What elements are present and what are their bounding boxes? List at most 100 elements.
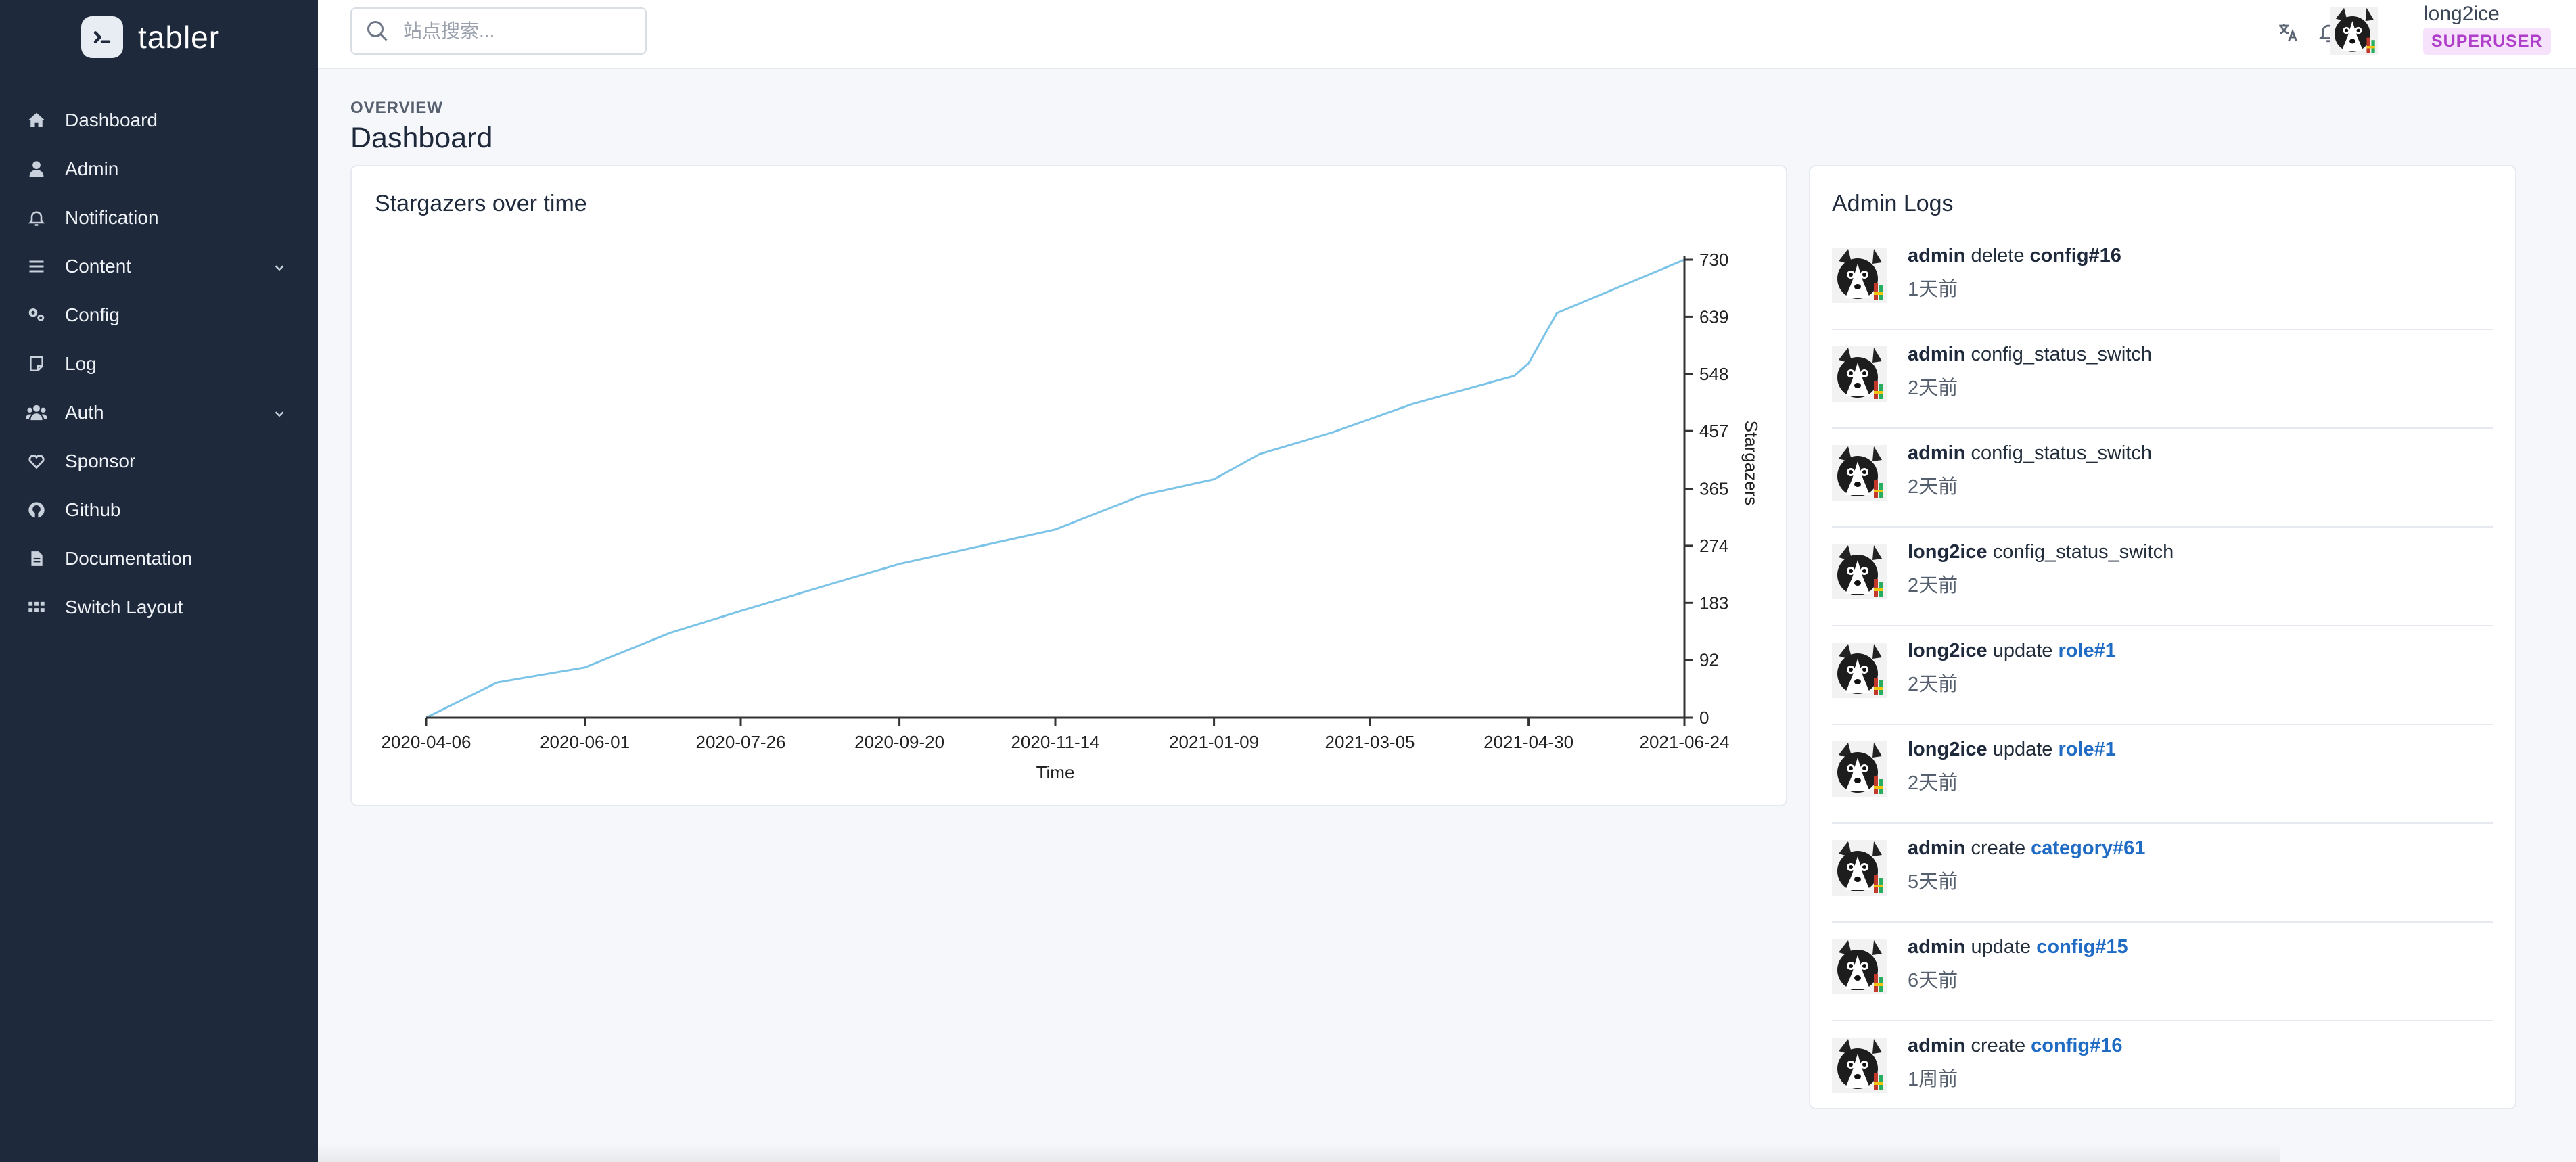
sidebar-item-auth[interactable]: Auth [0,388,318,437]
search-icon [365,19,390,43]
log-actor: long2ice [1908,541,1987,563]
avatar [1832,544,1887,599]
x-tick-label: 2021-01-09 [1169,732,1259,752]
y-tick-label: 92 [1699,650,1719,670]
log-item: admin update config#15 6天前 [1832,923,2493,1021]
log-action: update [1971,936,2031,958]
log-target-link[interactable]: category#61 [2031,837,2146,859]
x-tick-label: 2021-06-24 [1640,732,1730,752]
home-icon [26,110,47,131]
log-target-link[interactable]: role#1 [2058,739,2116,760]
log-actor: admin [1908,442,1966,464]
x-axis-label: Time [1036,762,1075,783]
settings-icon [26,304,47,326]
avatar [1832,741,1887,797]
log-target-link[interactable]: config#16 [2031,1035,2123,1056]
log-time: 2天前 [1908,674,1958,695]
log-time: 6天前 [1908,970,1958,992]
log-actor: admin [1908,245,1966,266]
sidebar-item-sponsor[interactable]: Sponsor [0,437,318,486]
y-tick-label: 365 [1699,479,1728,499]
log-item: admin config_status_switch 2天前 [1832,330,2493,429]
log-message: admin create category#61 [1908,837,2145,860]
file-icon [26,548,47,570]
x-tick-label: 2020-09-20 [854,732,944,752]
log-action: create [1971,1035,2026,1056]
footer-shadow [318,1143,2280,1162]
log-message: admin config_status_switch [1908,442,2152,465]
x-tick-label: 2021-04-30 [1484,732,1573,752]
avatar [1832,346,1887,402]
log-item: admin create config#16 1周前 [1832,1021,2493,1120]
log-action: create [1971,837,2026,859]
avatar [1832,248,1887,303]
sidebar-item-label: Documentation [65,548,193,569]
sidebar-item-label: Notification [65,207,159,228]
sidebar-item-dashboard[interactable]: Dashboard [0,96,318,145]
sidebar-item-label: Content [65,256,132,277]
y-tick-label: 457 [1699,421,1728,441]
y-tick-label: 274 [1699,536,1728,556]
log-action: delete [1971,245,2025,266]
sidebar-item-label: Github [65,499,121,520]
search-input[interactable] [402,20,635,43]
search-box[interactable] [350,7,647,55]
log-item: long2ice update role#1 2天前 [1832,626,2493,725]
page-title: Dashboard [350,122,493,154]
sidebar-item-notification[interactable]: Notification [0,193,318,242]
log-action: config_status_switch [1971,442,2153,464]
sidebar-item-config[interactable]: Config [0,291,318,340]
sidebar-item-log[interactable]: Log [0,340,318,388]
sidebar-item-label: Config [65,304,120,325]
language-icon[interactable] [2274,19,2301,46]
sidebar-item-label: Log [65,353,97,374]
sidebar-item-switch-layout[interactable]: Switch Layout [0,583,318,632]
avatar [1832,643,1887,698]
sidebar: tabler Dashboard Admin Notification Cont… [0,0,318,1162]
avatar[interactable] [2330,7,2378,55]
log-time: 2天前 [1908,377,1958,399]
note-icon [26,353,47,375]
log-time: 2天前 [1908,575,1958,597]
terminal-icon [81,16,123,58]
log-time: 1天前 [1908,279,1958,300]
bell-icon [26,207,47,229]
sidebar-item-admin[interactable]: Admin [0,145,318,193]
y-tick-label: 183 [1699,592,1728,613]
log-target-link[interactable]: role#1 [2058,640,2116,661]
y-tick-label: 639 [1699,306,1728,327]
user-name[interactable]: long2ice [2424,3,2500,25]
log-time: 2天前 [1908,476,1958,498]
log-time: 1周前 [1908,1069,1958,1090]
grid-icon [26,597,47,618]
sidebar-item-documentation[interactable]: Documentation [0,534,318,583]
stargazers-line [426,258,1685,719]
user-icon [26,158,47,180]
sidebar-item-label: Auth [65,402,104,423]
x-tick-label: 2020-04-06 [382,732,472,752]
users-icon [26,402,47,423]
sidebar-item-content[interactable]: Content [0,242,318,291]
avatar [1832,939,1887,994]
log-target: config#16 [2029,245,2121,266]
log-item: admin delete config#16 1天前 [1832,231,2493,330]
log-actor: admin [1908,936,1966,958]
menu-icon [26,256,47,277]
log-target-link[interactable]: config#15 [2036,936,2128,958]
sidebar-item-label: Switch Layout [65,597,183,618]
log-message: admin update config#15 [1908,936,2128,958]
brand-logo[interactable]: tabler [81,14,220,61]
sidebar-item-github[interactable]: Github [0,486,318,534]
y-tick-label: 0 [1699,707,1709,728]
log-time: 2天前 [1908,772,1958,794]
log-message: admin create config#16 [1908,1035,2123,1057]
log-item: admin create category#61 5天前 [1832,824,2493,923]
log-message: long2ice config_status_switch [1908,541,2174,563]
avatar [1832,840,1887,896]
admin-logs-card: Admin Logs admin delete config#16 1天前 admi… [1809,165,2516,1109]
log-action: update [1992,739,2053,760]
sidebar-item-label: Sponsor [65,450,136,471]
log-action: config_status_switch [1971,344,2153,365]
x-tick-label: 2020-06-01 [540,732,630,752]
log-message: long2ice update role#1 [1908,739,2116,761]
